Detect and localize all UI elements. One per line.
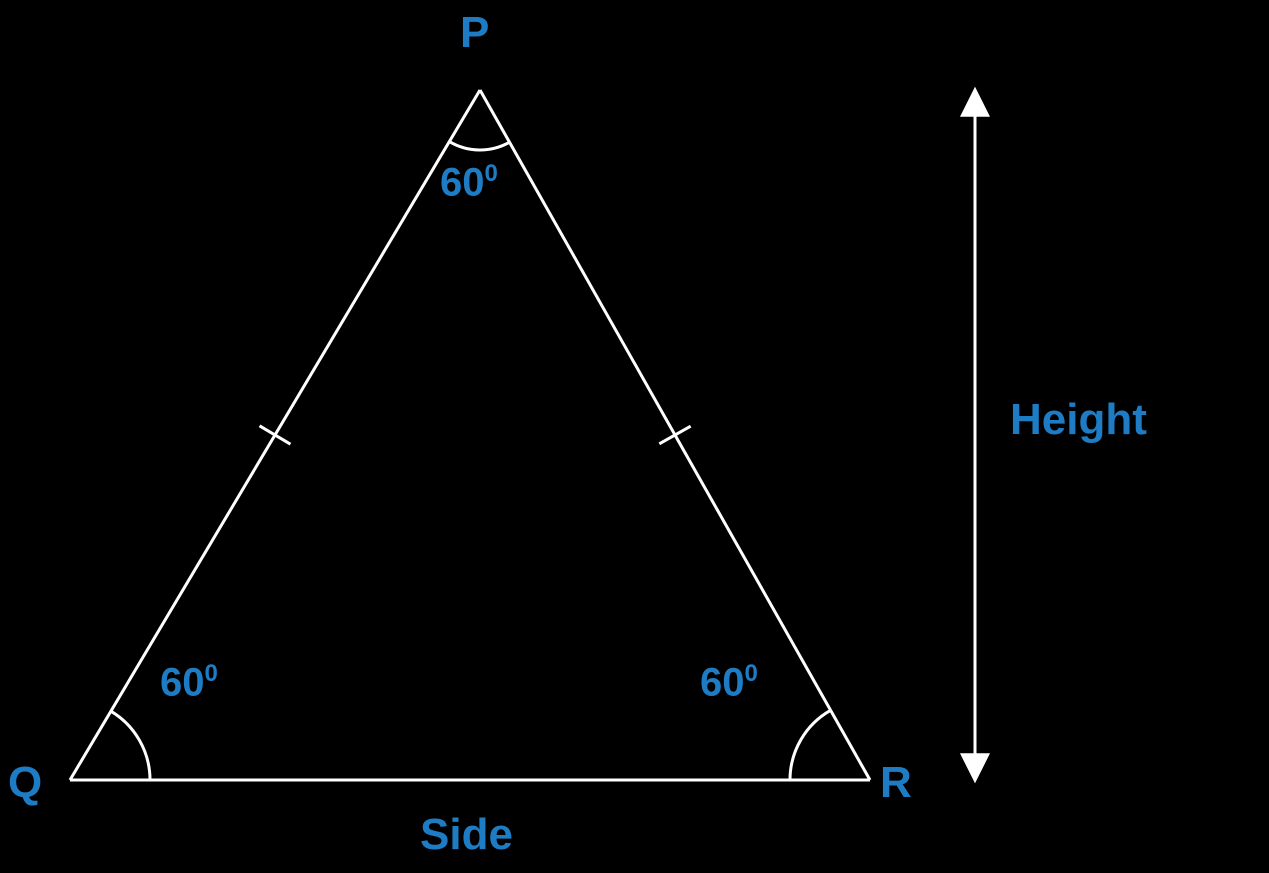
height-arrow-bottom — [962, 755, 987, 780]
angle-p-value: 60 — [440, 160, 485, 204]
angle-q-sup: 0 — [205, 660, 218, 687]
angle-r-value: 60 — [700, 660, 745, 704]
angle-r-sup: 0 — [745, 660, 758, 687]
vertex-label-q: Q — [8, 758, 42, 808]
side-label: Side — [420, 810, 513, 860]
vertex-label-r: R — [880, 758, 912, 808]
height-label: Height — [1010, 395, 1147, 445]
angle-q-value: 60 — [160, 660, 205, 704]
height-arrow-top — [962, 90, 987, 115]
angle-label-r: 600 — [700, 660, 758, 705]
angle-label-q: 600 — [160, 660, 218, 705]
vertex-label-p: P — [460, 8, 489, 58]
angle-label-p: 600 — [440, 160, 498, 205]
angle-p-sup: 0 — [485, 160, 498, 187]
